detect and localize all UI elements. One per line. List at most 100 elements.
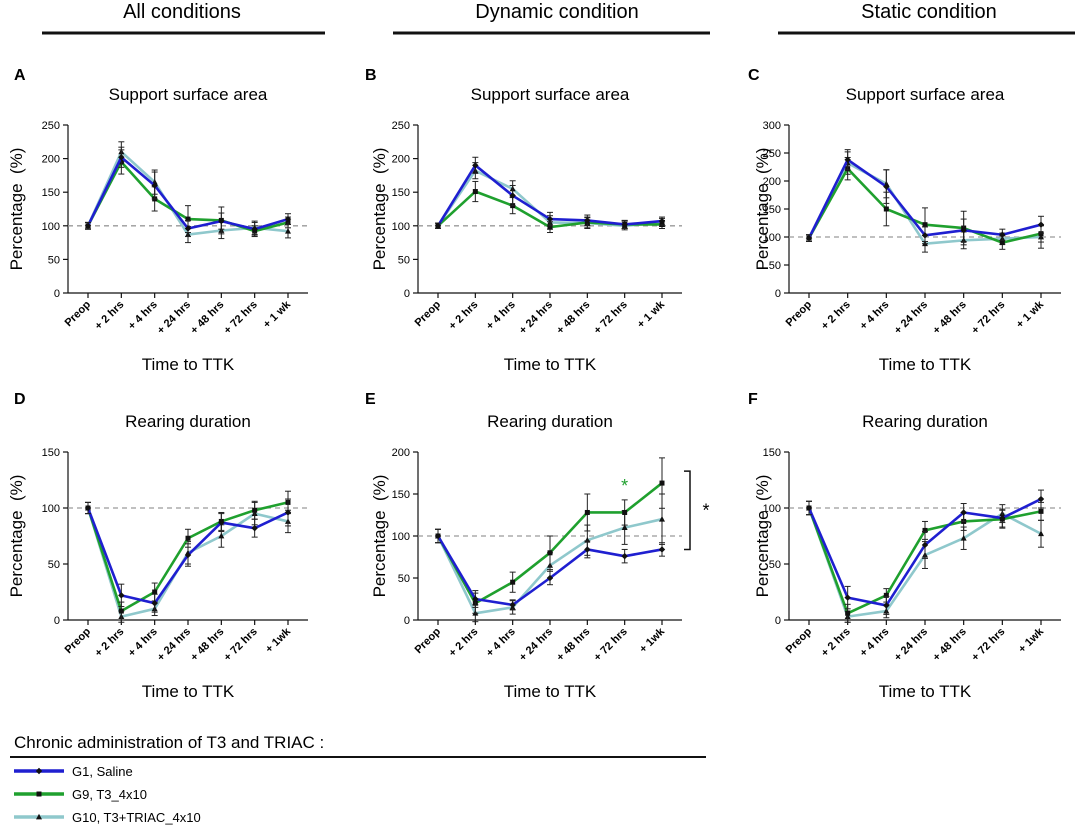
data-point: [151, 600, 158, 607]
data-point: [1038, 231, 1044, 237]
panels: A Support surface area Time to TTK Percenta…: [7, 67, 1061, 701]
data-point: [472, 162, 479, 169]
y-tick-label: 0: [54, 615, 60, 627]
y-tick-label: 0: [775, 615, 781, 627]
x-tick-label: Preop: [784, 298, 815, 329]
y-tick-label: 0: [54, 288, 60, 300]
panel-letter: A: [14, 67, 26, 84]
y-tick-label: 100: [42, 503, 60, 515]
data-point: [621, 552, 628, 560]
panel-letter: D: [14, 391, 26, 408]
data-point: [472, 189, 478, 195]
chart-panel-c: C Support surface area Time to TTK Percenta…: [748, 67, 1061, 374]
data-point: [118, 608, 124, 614]
data-point: [118, 154, 125, 161]
x-tick-label: + 24 hrs: [155, 626, 193, 664]
y-tick-label: 0: [775, 288, 781, 300]
x-tick-label: + 72 hrs: [592, 299, 630, 337]
y-tick-label: 200: [763, 176, 781, 188]
legend-marker: [36, 813, 42, 820]
data-point: [960, 227, 967, 234]
y-axis-label: Percentage (%): [753, 148, 772, 271]
x-axis-label: Time to TTK: [879, 355, 972, 374]
y-tick-label: 150: [763, 447, 781, 459]
chart-panel-a: A Support surface area Time to TTK Percenta…: [7, 67, 308, 374]
data-point: [218, 519, 225, 526]
data-point: [960, 535, 967, 541]
panel-letter: C: [748, 67, 760, 84]
x-tick-label: + 4 hrs: [484, 299, 518, 333]
y-tick-label: 150: [42, 447, 60, 459]
data-point: [999, 514, 1006, 522]
series-g1: [434, 528, 666, 611]
y-tick-label: 250: [763, 148, 781, 160]
data-point: [999, 240, 1005, 246]
data-point: [509, 601, 516, 609]
column-title-static: Static condition: [861, 1, 997, 23]
data-point: [472, 595, 479, 603]
column-title-dynamic: Dynamic condition: [475, 1, 638, 23]
x-tick-label: + 2 hrs: [447, 299, 481, 333]
y-tick-label: 50: [398, 573, 410, 585]
data-point: [118, 592, 125, 599]
legend: Chronic administration of T3 and TRIAC :…: [10, 733, 706, 825]
x-tick-label: + 48 hrs: [554, 626, 592, 664]
data-point: [584, 546, 591, 553]
y-tick-label: 50: [48, 254, 60, 266]
data-point: [921, 541, 929, 549]
legend-item: G9, T3_4x10: [14, 787, 147, 802]
y-tick-label: 100: [42, 221, 60, 233]
data-point: [547, 550, 553, 556]
data-point: [546, 215, 554, 223]
data-point: [845, 610, 851, 616]
data-point: [1037, 495, 1045, 503]
x-tick-label: + 24 hrs: [517, 299, 555, 337]
y-tick-label: 50: [398, 254, 410, 266]
x-tick-label: + 1 wk: [1014, 298, 1047, 331]
series-g1: [805, 149, 1045, 245]
data-point: [151, 182, 158, 189]
x-axis-label: Time to TTK: [142, 682, 235, 701]
data-point: [844, 594, 851, 601]
x-tick-label: + 1 wk: [635, 298, 668, 331]
data-point: [285, 227, 291, 234]
x-axis-label: Time to TTK: [879, 682, 972, 701]
data-point: [1037, 221, 1045, 228]
y-tick-label: 150: [763, 204, 781, 216]
y-tick-label: 150: [392, 489, 410, 501]
data-point: [184, 225, 192, 232]
data-point: [883, 183, 890, 190]
x-tick-label: + 48 hrs: [931, 626, 969, 664]
data-point: [922, 527, 928, 533]
chart-panel-d: D Rearing duration Time to TTK Percentage (…: [7, 391, 308, 701]
chart-panel-e: E Rearing duration Time to TTK Percentage (…: [365, 391, 710, 701]
x-tick-label: + 2 hrs: [93, 299, 127, 333]
y-tick-label: 200: [392, 447, 410, 459]
x-axis-label: Time to TTK: [504, 682, 597, 701]
x-tick-label: + 48 hrs: [188, 626, 226, 664]
legend-label: G1, Saline: [72, 764, 133, 779]
y-tick-label: 150: [42, 187, 60, 199]
data-point: [185, 535, 191, 541]
x-axis-label: Time to TTK: [504, 355, 597, 374]
legend-item: G1, Saline: [14, 764, 133, 779]
x-tick-label: + 1 wk: [261, 298, 294, 331]
y-tick-label: 250: [42, 120, 60, 132]
data-point: [284, 509, 292, 516]
significance-star: *: [621, 476, 628, 496]
x-tick-label: + 24 hrs: [517, 626, 555, 664]
x-tick-label: Preop: [63, 625, 94, 656]
data-point: [883, 592, 889, 598]
y-tick-label: 200: [392, 154, 410, 166]
x-tick-label: + 2 hrs: [819, 299, 853, 333]
x-axis-label: Time to TTK: [142, 355, 235, 374]
series-g1: [805, 489, 1045, 615]
y-axis-label: Percentage (%): [7, 475, 26, 598]
data-point: [185, 216, 191, 222]
x-tick-label: + 72 hrs: [969, 299, 1007, 337]
data-point: [999, 231, 1006, 238]
x-tick-label: + 48 hrs: [931, 299, 969, 337]
data-point: [184, 551, 192, 559]
series-g1: [84, 146, 292, 238]
chart-title: Support surface area: [109, 85, 268, 104]
